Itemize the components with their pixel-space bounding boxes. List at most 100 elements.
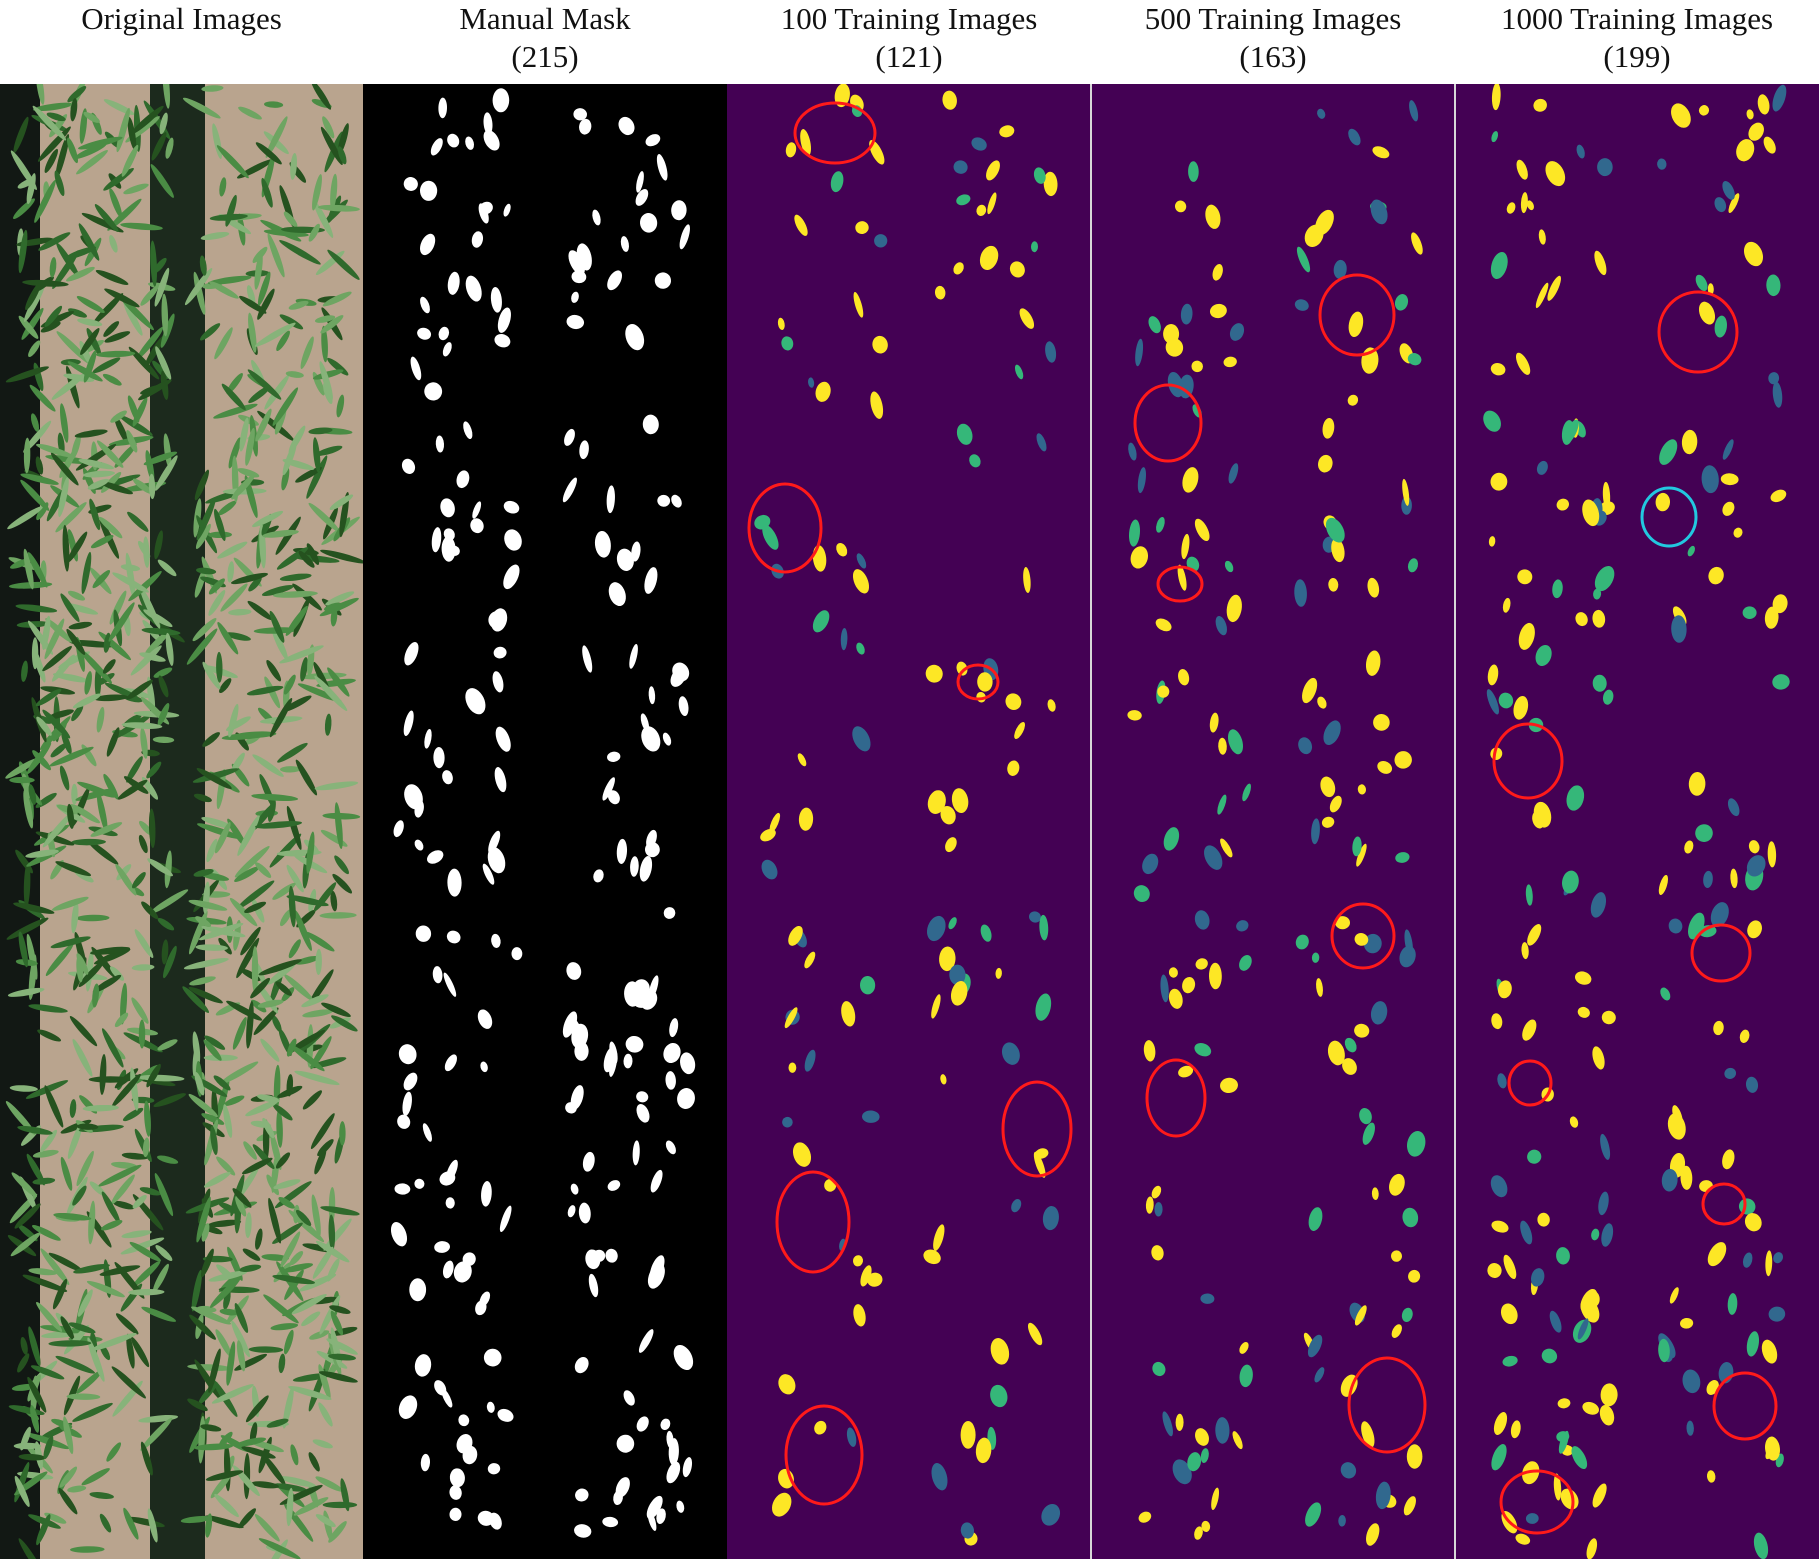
prediction-blob bbox=[1516, 159, 1528, 180]
leaf bbox=[279, 240, 321, 265]
leaf bbox=[251, 946, 259, 994]
prediction-blob bbox=[784, 1007, 798, 1029]
leaf bbox=[68, 1322, 96, 1334]
leaf bbox=[159, 112, 168, 135]
prediction-blob bbox=[1156, 516, 1165, 533]
leaf bbox=[50, 743, 67, 758]
leaf bbox=[36, 1301, 63, 1332]
leaf bbox=[262, 529, 299, 538]
leaf bbox=[102, 373, 122, 386]
leaf bbox=[328, 1521, 347, 1543]
prediction-blob bbox=[1372, 146, 1390, 159]
leaf bbox=[243, 1141, 257, 1160]
leaf bbox=[22, 1274, 68, 1292]
prediction-blob bbox=[1592, 674, 1607, 692]
leaf bbox=[7, 506, 43, 530]
leaf bbox=[69, 1099, 77, 1118]
prediction-blob bbox=[1602, 689, 1614, 705]
leaf bbox=[120, 1237, 165, 1255]
prediction-blob bbox=[1220, 1077, 1238, 1094]
leaf bbox=[110, 410, 127, 423]
leaf bbox=[71, 838, 106, 846]
leaf bbox=[283, 1329, 294, 1355]
prediction-blob bbox=[781, 336, 794, 351]
leaf bbox=[76, 150, 108, 175]
prediction-blob bbox=[939, 946, 956, 972]
prediction-blob bbox=[960, 1522, 975, 1539]
mask-blob bbox=[443, 528, 455, 541]
leaf bbox=[318, 1402, 333, 1427]
leaf bbox=[251, 1481, 279, 1489]
leaf bbox=[315, 1476, 344, 1492]
prediction-blob bbox=[1320, 776, 1336, 798]
leaf bbox=[14, 1475, 30, 1507]
leaf bbox=[6, 917, 49, 940]
leaf bbox=[240, 926, 261, 956]
leaf bbox=[252, 510, 284, 528]
prediction-blob bbox=[1490, 362, 1506, 376]
leaf bbox=[141, 627, 181, 636]
missed-detection-marker bbox=[1499, 1469, 1575, 1535]
leaf bbox=[132, 478, 153, 495]
leaf bbox=[61, 730, 72, 755]
leaf bbox=[34, 179, 56, 223]
leaf bbox=[150, 164, 174, 198]
prediction-blob bbox=[1736, 139, 1755, 162]
mask-blob bbox=[488, 830, 501, 854]
leaf bbox=[102, 659, 116, 674]
leaf bbox=[218, 500, 237, 516]
leaf bbox=[208, 1348, 221, 1393]
prediction-blob bbox=[1035, 993, 1052, 1021]
prediction-blob bbox=[1007, 760, 1020, 776]
prediction-blob bbox=[1535, 282, 1549, 309]
leaf bbox=[313, 200, 334, 238]
leaf bbox=[272, 590, 318, 598]
prediction-blob bbox=[1592, 1046, 1605, 1070]
prediction-blob bbox=[1005, 693, 1022, 711]
leaf bbox=[336, 394, 345, 418]
leaf bbox=[315, 1240, 350, 1263]
leaf bbox=[203, 1039, 222, 1061]
prediction-blob bbox=[1329, 795, 1342, 813]
leaf bbox=[330, 890, 338, 912]
mask-blob bbox=[636, 1091, 649, 1103]
leaf bbox=[38, 232, 71, 251]
mask-blob bbox=[678, 696, 689, 717]
prediction-blob bbox=[788, 925, 803, 946]
leaf bbox=[111, 1174, 135, 1205]
leaf bbox=[82, 1104, 119, 1112]
leaf bbox=[44, 305, 63, 328]
prediction-blob bbox=[1763, 136, 1776, 154]
mask-blob bbox=[432, 966, 443, 984]
leaf bbox=[228, 437, 241, 469]
leaf bbox=[163, 945, 177, 979]
prediction-blob bbox=[1354, 1305, 1367, 1326]
leaf bbox=[273, 1179, 301, 1190]
leaf bbox=[256, 1094, 280, 1103]
prediction-blob bbox=[1714, 315, 1728, 338]
leaf bbox=[217, 541, 248, 559]
leaf bbox=[298, 550, 315, 568]
leaf bbox=[56, 331, 91, 365]
leaf bbox=[300, 657, 308, 682]
leaf bbox=[282, 1263, 314, 1273]
prediction-blob bbox=[1406, 1130, 1426, 1157]
leaf bbox=[153, 1093, 186, 1108]
prediction-blob bbox=[1722, 439, 1734, 460]
prediction-blob bbox=[1370, 199, 1388, 225]
prediction-blob bbox=[1680, 1317, 1694, 1329]
mask-blob bbox=[430, 138, 443, 156]
leaf bbox=[86, 327, 102, 357]
leaf bbox=[30, 413, 40, 432]
leaf bbox=[18, 931, 28, 968]
leaf bbox=[141, 901, 159, 920]
leaf bbox=[66, 1393, 101, 1400]
leaf bbox=[282, 1386, 294, 1429]
leaf bbox=[248, 312, 257, 353]
mask-blob bbox=[645, 134, 661, 147]
panel-100-training bbox=[727, 84, 1090, 1559]
leaf bbox=[87, 840, 119, 865]
prediction-blob bbox=[1557, 1398, 1571, 1409]
leaf bbox=[143, 536, 150, 568]
leaf bbox=[93, 694, 129, 702]
